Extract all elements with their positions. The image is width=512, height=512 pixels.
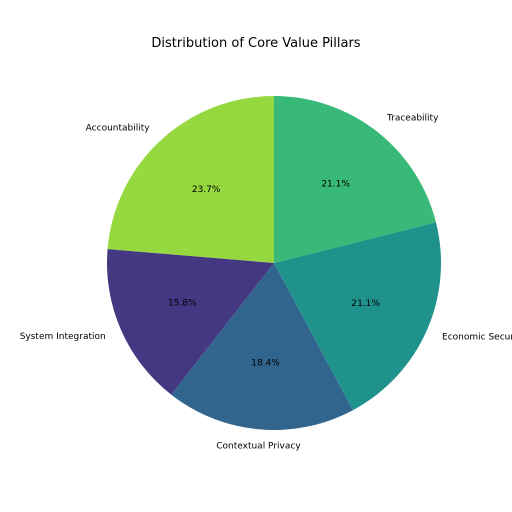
pie-slice-system-integration: [107, 249, 274, 395]
pie-pct-label-contextual-privacy: 18.4%: [251, 358, 280, 368]
pie-slices: [107, 96, 442, 430]
pie-category-label-traceability: Traceability: [386, 114, 439, 124]
pie-slice-accountability: [107, 96, 274, 263]
pie-pct-label-system-integration: 15.8%: [168, 299, 197, 309]
pie-category-label-contextual-privacy: Contextual Privacy: [216, 442, 301, 452]
pie-slice-traceability: [274, 96, 436, 263]
pie-category-label-system-integration: System Integration: [20, 332, 106, 342]
pie-labels: 23.7% Accountability 15.8% System Integrati…: [20, 114, 512, 452]
pie-slice-contextual-privacy: [171, 263, 353, 430]
pie-slice-economic-security: [274, 222, 442, 411]
pie-pct-label-accountability: 23.7%: [192, 185, 221, 195]
pie-category-label-economic-security: Economic Security: [442, 333, 512, 343]
pie-pct-label-economic-security: 21.1%: [351, 299, 380, 309]
pie-pct-label-traceability: 21.1%: [321, 179, 350, 189]
chart-title: Distribution of Core Value Pillars: [151, 36, 361, 51]
pie-category-label-accountability: Accountability: [86, 123, 151, 133]
